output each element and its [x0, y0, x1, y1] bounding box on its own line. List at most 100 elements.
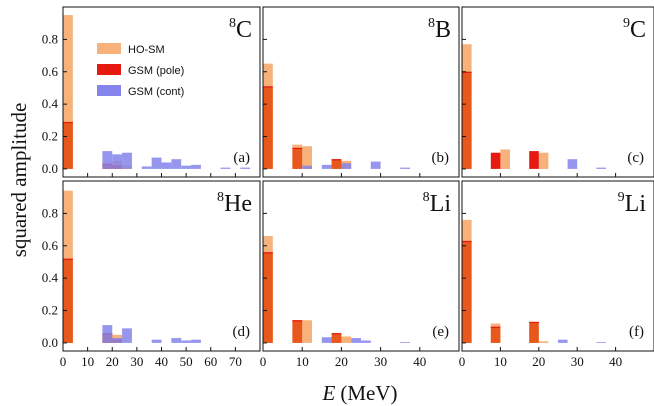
y-tick-label: 0.6 [42, 64, 59, 79]
nucleus-mass: 9 [623, 16, 630, 31]
bar-gsm-pole [331, 333, 342, 343]
panel-frame [461, 6, 654, 178]
y-tick-label: 0.6 [42, 238, 59, 253]
panel-tag: (c) [627, 150, 644, 166]
bar-gsm-pole [529, 151, 539, 169]
y-tick-label: 0.8 [42, 205, 58, 220]
nucleus-symbol: Li [625, 191, 647, 217]
bar-ho-sm [538, 152, 549, 169]
bar-gsm-cont [596, 167, 606, 169]
bar-gsm-cont [567, 159, 578, 169]
nucleus-symbol: He [224, 191, 252, 217]
bar-gsm-pole-cap [263, 252, 273, 254]
bar-gsm-cont [191, 339, 201, 343]
nucleus-symbol: C [236, 17, 252, 43]
legend-swatch-gsm-pole [97, 64, 121, 75]
x-axis-symbol: E [322, 381, 336, 405]
bar-gsm-pole-cap [331, 159, 342, 161]
legend-swatch-gsm-cont [97, 85, 121, 96]
panels-layer: 0.00.20.40.60.88C(a)8B(b)9C(c)0.00.20.40… [42, 6, 654, 369]
x-tick-label: 30 [571, 354, 584, 369]
nucleus-label: 9Li [618, 190, 647, 217]
bar-gsm-cont [321, 337, 332, 343]
bar-gsm-cont [112, 338, 123, 343]
bar-gsm-pole [529, 321, 539, 343]
bar-gsm-cont [400, 342, 410, 343]
bar-gsm-pole-cap [63, 121, 73, 124]
bar-gsm-cont [558, 339, 568, 343]
x-tick-label: 10 [81, 354, 94, 369]
nucleus-mass: 8 [229, 16, 236, 31]
bar-gsm-pole-cap [331, 333, 342, 335]
bar-gsm-pole [63, 121, 73, 169]
bar-ho-sm [63, 15, 73, 169]
x-tick-label: 30 [130, 354, 143, 369]
bar-ho-sm [500, 149, 510, 169]
bar-gsm-cont [102, 325, 113, 343]
nucleus-mass: 8 [423, 190, 430, 205]
bar-gsm-cont [400, 167, 410, 169]
panel-tag: (f) [629, 324, 644, 340]
panel-d: 0.0 0.2 0.4 0.6 0.8 0 10 20 30 40 50 60 70 8He (d) [42, 180, 261, 369]
bar-gsm-pole [292, 147, 303, 169]
y-tick-label: 0.4 [42, 96, 59, 111]
y-axis-title: squared amplitude [7, 103, 31, 258]
bar-gsm-pole-cap [292, 320, 303, 322]
panel-tag: (a) [233, 150, 250, 166]
bar-gsm-cont [141, 166, 152, 169]
x-tick-label: 40 [413, 354, 426, 369]
bar-gsm-cont [341, 163, 352, 169]
y-tick-label: 0.2 [42, 129, 58, 144]
bar-gsm-pole [263, 86, 273, 169]
x-tick-label: 70 [229, 354, 242, 369]
panel-frame [461, 180, 654, 352]
bar-gsm-pole [292, 320, 303, 343]
y-tick-label: 0.0 [42, 335, 58, 350]
y-tick-label: 0.0 [42, 161, 58, 176]
nucleus-label: 8Li [423, 190, 452, 217]
bar-gsm-pole-cap [292, 147, 303, 150]
bar-gsm-cont [171, 338, 182, 343]
x-tick-label: 50 [180, 354, 193, 369]
bar-gsm-pole [263, 252, 273, 343]
bar-gsm-cont [370, 161, 381, 169]
bar-gsm-cont [112, 154, 123, 169]
nucleus-mass: 8 [217, 190, 224, 205]
bar-ho-sm [341, 336, 352, 343]
bar-gsm-pole-cap [462, 71, 472, 73]
nucleus-label: 8He [217, 190, 252, 217]
nucleus-label: 9C [623, 16, 646, 43]
x-tick-label: 10 [296, 354, 309, 369]
x-tick-label: 40 [609, 354, 622, 369]
bar-gsm-cont [171, 159, 182, 169]
x-tick-label: 20 [532, 354, 545, 369]
bar-gsm-cont [181, 340, 192, 343]
legend: HO-SM GSM (pole) GSM (cont) [97, 43, 184, 98]
bar-gsm-pole [490, 152, 501, 169]
panel-e: 0 10 20 30 40 8Li (e) [260, 180, 460, 369]
nucleus-symbol: B [435, 17, 451, 43]
bar-gsm-cont [102, 151, 113, 169]
x-tick-label: 40 [155, 354, 168, 369]
legend-label-gsm-cont: GSM (cont) [128, 86, 184, 98]
bar-gsm-cont [151, 339, 162, 343]
bar-gsm-cont [302, 165, 312, 169]
x-tick-label: 10 [494, 354, 507, 369]
x-tick-label: 60 [204, 354, 217, 369]
panel-tag: (e) [432, 324, 449, 340]
y-tick-label: 0.2 [42, 303, 58, 318]
nucleus-symbol: C [630, 17, 646, 43]
bar-gsm-cont [122, 152, 132, 169]
panel-f: 0 10 20 30 40 9Li (f) [459, 180, 654, 369]
bar-gsm-cont [122, 328, 132, 343]
legend-label-gsm-pole: GSM (pole) [128, 65, 184, 77]
panel-tag: (b) [432, 150, 450, 166]
bar-gsm-pole [462, 240, 472, 343]
panel-b: 8B (b) [262, 6, 460, 178]
nucleus-label: 8B [428, 16, 451, 43]
bar-gsm-cont [151, 157, 162, 169]
bar-ho-sm [302, 320, 312, 343]
x-tick-label: 0 [260, 354, 267, 369]
legend-swatch-ho-sm [97, 43, 121, 54]
